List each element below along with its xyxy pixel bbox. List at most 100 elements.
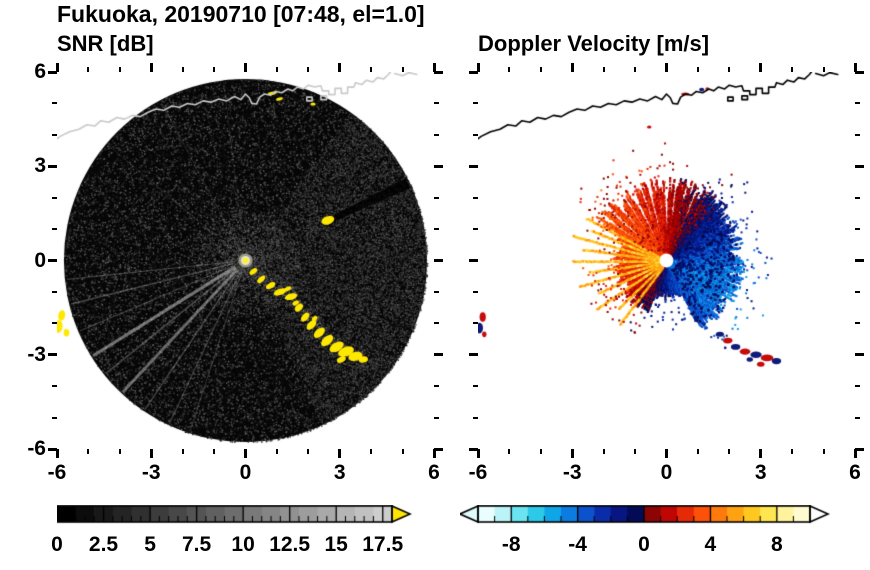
axis-tick <box>473 322 478 325</box>
axis-tick <box>473 102 478 105</box>
axis-tick <box>855 353 864 357</box>
y-tick-label: 0 <box>34 248 46 272</box>
snr-panel-title: SNR [dB] <box>57 31 154 56</box>
axis-tick <box>855 447 864 451</box>
axis-tick <box>213 449 216 454</box>
axis-tick <box>853 449 857 458</box>
axis-tick <box>149 63 153 72</box>
axis-tick <box>55 63 59 72</box>
axis-tick <box>473 133 478 136</box>
axis-tick <box>87 449 90 454</box>
axis-tick <box>473 228 478 231</box>
axis-tick <box>634 449 637 454</box>
axis-tick <box>665 449 668 458</box>
axis-tick <box>48 164 57 168</box>
axis-tick <box>855 290 860 293</box>
axis-tick <box>52 196 57 199</box>
snr-radar-image <box>57 72 434 449</box>
colorbar-tick-label: 10 <box>231 533 255 556</box>
axis-tick <box>791 67 794 72</box>
y-tick-label: -3 <box>27 342 46 366</box>
axis-tick <box>855 228 860 231</box>
axis-tick <box>434 70 443 74</box>
axis-tick <box>759 449 763 458</box>
axis-tick <box>570 449 574 458</box>
colorbar-tick-label: -4 <box>568 533 587 556</box>
axis-tick <box>52 385 57 388</box>
axis-tick <box>434 102 439 105</box>
axis-tick <box>434 259 443 262</box>
x-tick-label: 3 <box>333 461 346 484</box>
axis-tick <box>855 322 860 325</box>
axis-tick <box>434 322 439 325</box>
axis-tick <box>244 449 247 458</box>
doppler-radar-image <box>478 72 855 449</box>
axis-tick <box>473 196 478 199</box>
axis-tick <box>434 290 439 293</box>
x-tick-label: -6 <box>47 461 67 484</box>
axis-tick <box>696 67 699 72</box>
axis-tick <box>434 385 439 388</box>
axis-tick <box>181 449 184 454</box>
axis-tick <box>338 63 342 72</box>
axis-tick <box>473 416 478 419</box>
axis-tick <box>473 290 478 293</box>
axis-tick <box>855 133 860 136</box>
axis-tick <box>434 196 439 199</box>
axis-tick <box>855 416 860 419</box>
axis-tick <box>508 67 511 72</box>
x-tick-label: -6 <box>468 461 488 484</box>
colorbar-tick-label: 12.5 <box>269 533 311 556</box>
axis-tick <box>275 449 278 454</box>
axis-tick <box>634 67 637 72</box>
y-tick-label: -6 <box>27 437 46 460</box>
axis-tick <box>469 164 478 168</box>
axis-tick <box>52 322 57 325</box>
doppler-colorbar <box>460 505 830 525</box>
axis-tick <box>48 70 57 74</box>
axis-tick <box>118 449 121 454</box>
axis-tick <box>87 67 90 72</box>
y-tick-label: 3 <box>34 154 46 178</box>
axis-tick <box>855 259 864 262</box>
axis-tick <box>728 67 731 72</box>
axis-tick <box>476 63 480 72</box>
axis-tick <box>570 63 574 72</box>
axis-tick <box>434 353 443 357</box>
axis-tick <box>52 228 57 231</box>
y-tick-label: 6 <box>34 60 46 83</box>
axis-tick <box>855 70 864 74</box>
axis-tick <box>696 449 699 454</box>
axis-tick <box>469 70 478 74</box>
axis-tick <box>822 449 825 454</box>
axis-tick <box>370 67 373 72</box>
colorbar-tick-label: 7.5 <box>181 533 212 556</box>
colorbar-tick-label: 5 <box>144 533 156 556</box>
axis-tick <box>855 102 860 105</box>
axis-tick <box>602 449 605 454</box>
x-tick-label: 6 <box>428 461 440 484</box>
x-tick-label: 6 <box>849 461 861 484</box>
axis-tick <box>728 449 731 454</box>
axis-tick <box>275 67 278 72</box>
axis-tick <box>48 353 57 357</box>
axis-tick <box>52 290 57 293</box>
axis-tick <box>434 228 439 231</box>
axis-tick <box>855 164 864 168</box>
axis-tick <box>539 449 542 454</box>
axis-tick <box>855 196 860 199</box>
axis-tick <box>791 449 794 454</box>
axis-tick <box>307 449 310 454</box>
axis-tick <box>469 259 478 262</box>
axis-tick <box>539 67 542 72</box>
x-tick-label: 0 <box>660 461 673 484</box>
x-tick-label: 0 <box>239 461 252 484</box>
axis-tick <box>432 63 436 72</box>
axis-tick <box>213 67 216 72</box>
axis-tick <box>469 353 478 357</box>
axis-tick <box>181 67 184 72</box>
axis-tick <box>118 67 121 72</box>
colorbar-tick-label: 15 <box>324 533 348 556</box>
colorbar-tick-label: 0 <box>51 533 63 556</box>
axis-tick <box>473 385 478 388</box>
